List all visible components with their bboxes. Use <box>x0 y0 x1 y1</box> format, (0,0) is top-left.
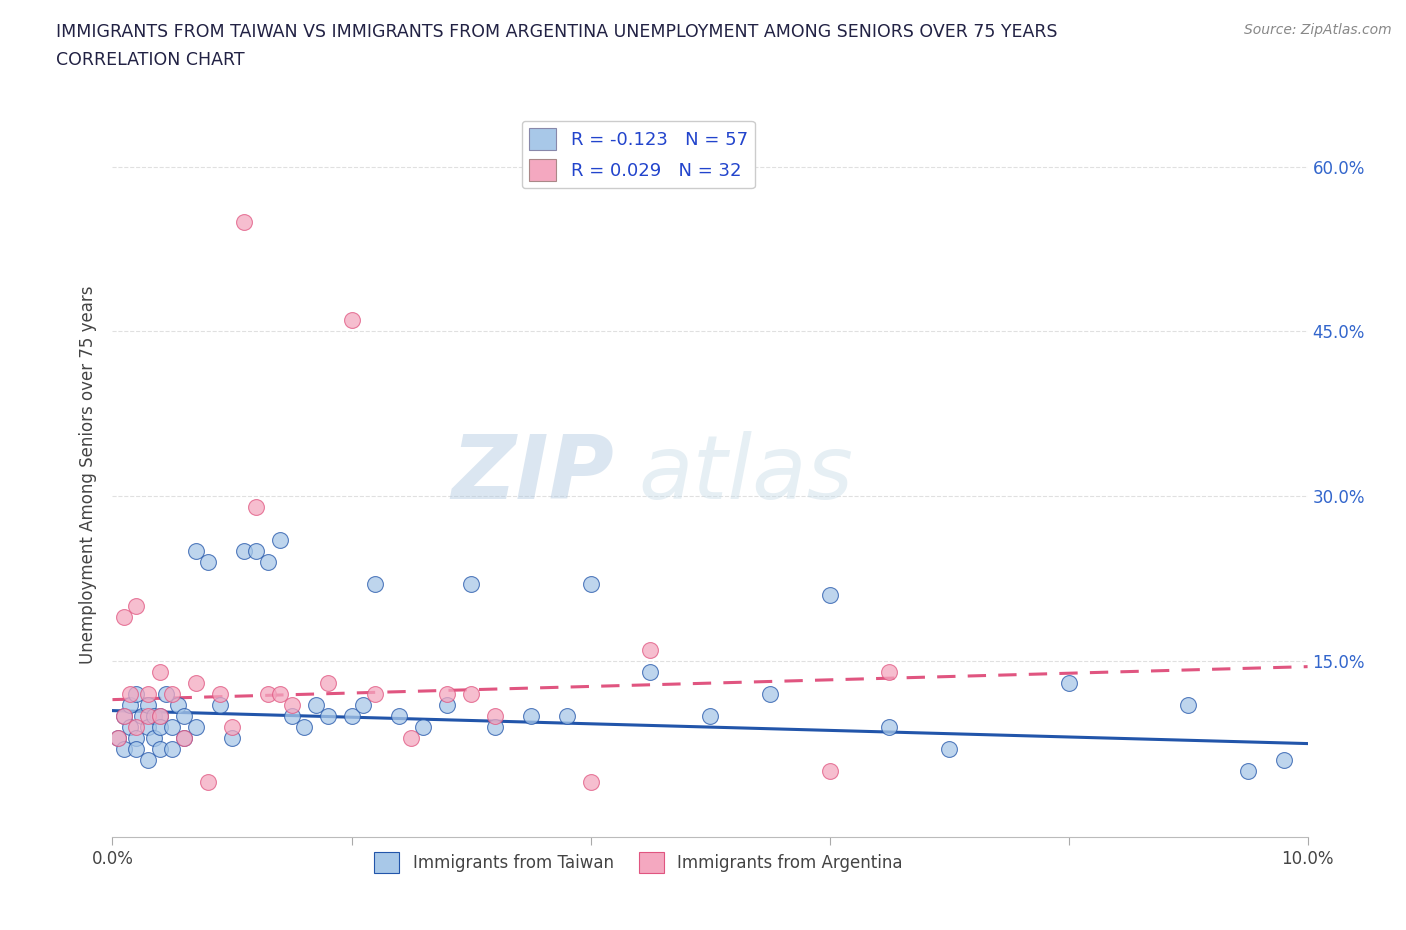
Point <box>257 686 280 701</box>
Point <box>149 709 172 724</box>
Text: Source: ZipAtlas.com: Source: ZipAtlas.com <box>1244 23 1392 37</box>
Point <box>233 214 256 229</box>
Point <box>114 709 135 724</box>
Point <box>131 709 153 724</box>
Point <box>460 577 482 591</box>
Point <box>221 720 243 735</box>
Point <box>436 686 458 701</box>
Point <box>155 686 177 701</box>
Point <box>555 709 578 724</box>
Text: CORRELATION CHART: CORRELATION CHART <box>56 51 245 69</box>
Point <box>138 686 160 701</box>
Point <box>879 665 901 680</box>
Point <box>125 599 148 614</box>
Point <box>879 720 901 735</box>
Point <box>759 686 782 701</box>
Point <box>149 720 172 735</box>
Point <box>460 686 482 701</box>
Point <box>173 731 195 746</box>
Point <box>162 720 183 735</box>
Point <box>149 665 172 680</box>
Point <box>938 741 960 756</box>
Point <box>281 698 304 712</box>
Point <box>114 709 135 724</box>
Point <box>640 643 662 658</box>
Y-axis label: Unemployment Among Seniors over 75 years: Unemployment Among Seniors over 75 years <box>79 286 97 663</box>
Point <box>114 610 135 625</box>
Point <box>305 698 328 712</box>
Point <box>316 709 339 724</box>
Point <box>269 533 291 548</box>
Point <box>173 709 195 724</box>
Point <box>340 313 363 328</box>
Point <box>167 698 190 712</box>
Point <box>1237 764 1260 778</box>
Point <box>186 720 208 735</box>
Point <box>221 731 243 746</box>
Point <box>107 731 129 746</box>
Point <box>114 741 135 756</box>
Point <box>245 499 267 514</box>
Point <box>412 720 434 735</box>
Point <box>197 775 219 790</box>
Point <box>640 665 662 680</box>
Point <box>269 686 291 701</box>
Point <box>138 698 160 712</box>
Point <box>120 686 142 701</box>
Point <box>520 709 543 724</box>
Point <box>138 709 160 724</box>
Point <box>186 544 208 559</box>
Point <box>401 731 423 746</box>
Point <box>1272 752 1295 767</box>
Point <box>149 741 172 756</box>
Point <box>138 752 160 767</box>
Text: IMMIGRANTS FROM TAIWAN VS IMMIGRANTS FROM ARGENTINA UNEMPLOYMENT AMONG SENIORS O: IMMIGRANTS FROM TAIWAN VS IMMIGRANTS FRO… <box>56 23 1057 41</box>
Point <box>245 544 267 559</box>
Point <box>257 555 280 570</box>
Point <box>364 577 387 591</box>
Point <box>699 709 721 724</box>
Point <box>579 577 602 591</box>
Point <box>107 731 129 746</box>
Point <box>233 544 256 559</box>
Text: atlas: atlas <box>638 432 853 517</box>
Point <box>125 741 148 756</box>
Point <box>138 720 160 735</box>
Point <box>818 588 841 603</box>
Point <box>388 709 411 724</box>
Point <box>143 709 166 724</box>
Point <box>340 709 363 724</box>
Point <box>1057 676 1080 691</box>
Point <box>162 741 183 756</box>
Point <box>353 698 375 712</box>
Legend: Immigrants from Taiwan, Immigrants from Argentina: Immigrants from Taiwan, Immigrants from … <box>367 845 910 880</box>
Point <box>143 731 166 746</box>
Point <box>579 775 602 790</box>
Point <box>197 555 219 570</box>
Point <box>120 698 142 712</box>
Point <box>120 720 142 735</box>
Point <box>125 686 148 701</box>
Point <box>818 764 841 778</box>
Point <box>292 720 315 735</box>
Point <box>484 709 506 724</box>
Point <box>281 709 304 724</box>
Point <box>162 686 183 701</box>
Point <box>149 709 172 724</box>
Point <box>436 698 458 712</box>
Point <box>209 698 232 712</box>
Point <box>125 731 148 746</box>
Point <box>125 720 148 735</box>
Point <box>364 686 387 701</box>
Point <box>1177 698 1199 712</box>
Point <box>484 720 506 735</box>
Text: ZIP: ZIP <box>451 431 614 518</box>
Point <box>209 686 232 701</box>
Point <box>173 731 195 746</box>
Point <box>316 676 339 691</box>
Point <box>186 676 208 691</box>
